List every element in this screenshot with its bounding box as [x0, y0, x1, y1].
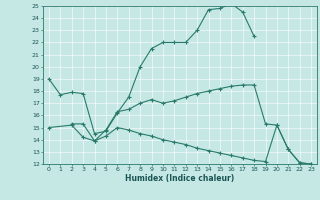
X-axis label: Humidex (Indice chaleur): Humidex (Indice chaleur) — [125, 174, 235, 183]
